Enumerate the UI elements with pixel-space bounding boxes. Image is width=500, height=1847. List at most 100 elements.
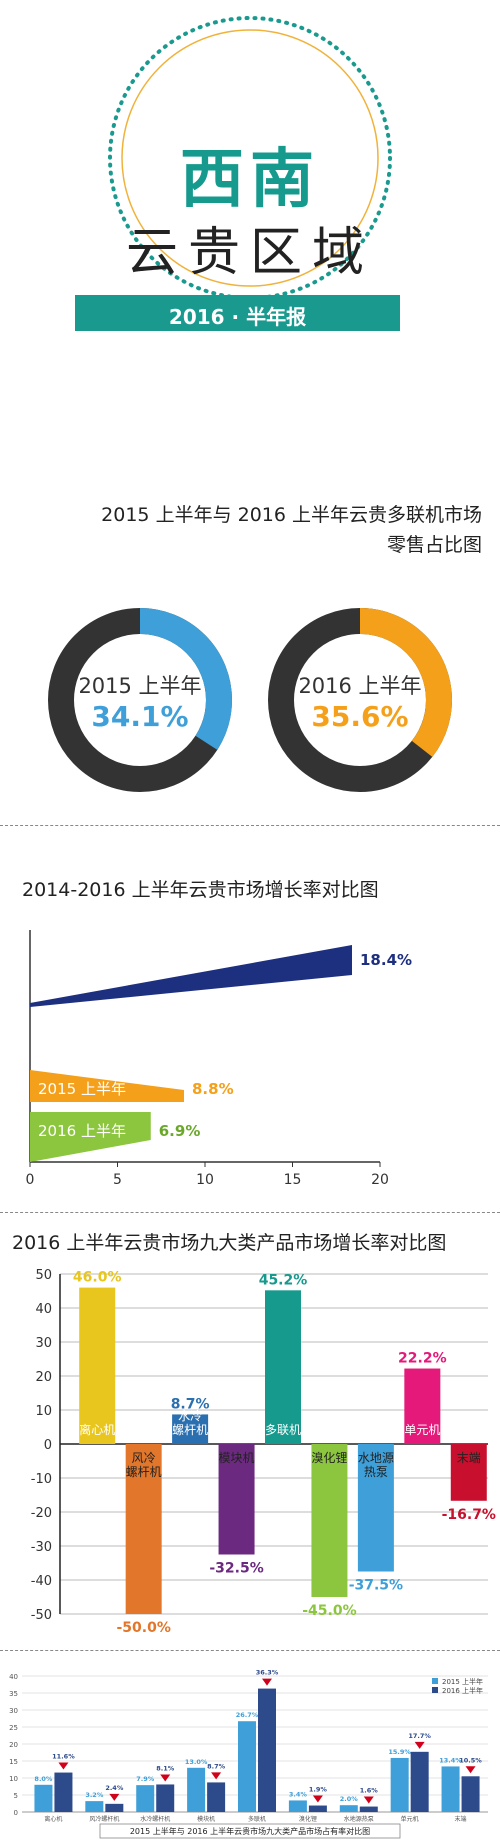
ring1-label: 2015 上半年 34.1% [70,670,210,733]
group-legend-swatch [432,1687,438,1693]
group-bar [308,1805,327,1812]
group-value-label: 2.4% [105,1784,124,1792]
group-value-label: 8.1% [156,1764,175,1772]
group-down-marker [58,1762,69,1770]
ring-1-value-arc [48,608,232,792]
group-category-label: 末端 [455,1815,467,1823]
category-growth-chart: 50403020100-10-20-30-40-50离心机46.0%风冷螺杆机-… [31,1268,496,1636]
hbar-value-label: 18.4% [360,951,412,969]
hbar-x-tick-label: 15 [284,1172,302,1188]
ring-2-value-arc [268,608,452,792]
group-bar [461,1776,480,1812]
hbar-x-tick-label: 20 [371,1172,389,1188]
divider-2 [0,1212,500,1213]
group-bar [441,1766,460,1812]
vbar-bar-8 [404,1368,441,1444]
hbar-x-tick-label: 5 [113,1172,122,1188]
vbar-bar-7 [357,1444,394,1572]
group-value-label: 3.2% [85,1791,104,1799]
group-y-tick-label: 35 [9,1690,18,1698]
group-value-label: 1.6% [360,1787,379,1795]
group-bar [207,1782,226,1812]
growth-hbar-chart: 0 5 10 15 20 2014 上半年 18.4% 2015 上半年 8.8% 2016 上半… [26,930,412,1188]
chart1-title-line2: 零售占比图 [386,534,482,556]
hbar-x-tick-label: 10 [196,1172,214,1188]
ring1-value: 34.1% [91,700,189,733]
group-legend-swatch [432,1678,438,1684]
group-bar [187,1767,206,1812]
vbar-y-tick-label: 30 [35,1336,52,1351]
group-y-tick-label: 30 [9,1707,18,1715]
group-value-label: 13.0% [185,1758,208,1766]
vbar-category-label: 热泵 [364,1465,388,1479]
group-legend-label: 2016 上半年 [442,1686,483,1695]
vbar-category-label: 单元机 [404,1423,440,1437]
group-down-marker [160,1774,171,1782]
cover-band: 2016 · 半年报 [75,295,400,331]
group-value-label: 11.6% [52,1753,75,1761]
hbar-bar-1 [30,945,352,1007]
group-y-tick-label: 25 [9,1724,18,1732]
group-value-label: 7.9% [136,1775,155,1783]
cover-outer-dotted-ring [108,16,392,300]
group-bar [85,1801,104,1812]
group-bar [359,1806,378,1812]
group-y-tick-label: 40 [9,1673,18,1681]
group-value-label: 13.4% [439,1756,462,1764]
group-title-box [99,1823,401,1839]
hbar-category-label: 2016 上半年 [38,1122,126,1140]
divider-3 [0,1650,500,1651]
vbar-bar-5 [265,1290,301,1444]
group-bar [156,1784,175,1812]
group-category-label: 单元机 [401,1815,419,1823]
group-legend-label: 2015 上半年 [442,1677,483,1686]
vbar-bar-4 [218,1444,255,1555]
chart2-title: 2014-2016 上半年云贵市场增长率对比图 [22,879,379,901]
group-category-label: 水冷螺杆机 [140,1815,170,1823]
ring-charts [48,608,452,792]
vbar-value-label: 22.2% [398,1351,447,1367]
hbar-category-label: 2014 上半年 [38,957,126,975]
group-y-tick-label: 10 [9,1775,18,1783]
vbar-category-label: 风冷 [132,1451,156,1465]
group-down-marker [465,1766,476,1774]
group-y-tick-label: 20 [9,1741,18,1749]
group-value-label: 26.7% [236,1711,259,1719]
group-y-tick-label: 15 [9,1758,18,1766]
vbar-category-label: 螺杆机 [172,1423,208,1437]
group-value-label: 15.9% [388,1748,411,1756]
vbar-category-label: 水冷 [178,1409,202,1423]
ring2-year: 2016 上半年 [298,674,422,698]
vbar-value-label: -16.7% [442,1507,496,1523]
vbar-category-label: 螺杆机 [126,1465,162,1479]
group-down-marker [312,1795,323,1803]
group-bar [238,1721,256,1812]
group-down-marker [109,1793,120,1801]
vbar-value-label: 46.0% [73,1270,122,1286]
group-bar [390,1757,409,1812]
group-bar [54,1772,73,1812]
cover-inner-ring [121,29,379,287]
group-bar [288,1800,307,1812]
group-bar [136,1785,155,1812]
vbar-category-label: 末端 [457,1451,481,1465]
ring2-label: 2016 上半年 35.6% [290,670,430,733]
ring-1-dotted-inner [82,642,198,758]
hbar-category-label: 2015 上半年 [38,1080,126,1098]
group-bar [105,1803,124,1812]
group-category-label: 离心机 [44,1815,62,1823]
cover-band-text: 2016 · 半年报 [168,305,307,329]
hbar-value-label: 6.9% [159,1122,201,1140]
vbar-value-label: -32.5% [209,1561,263,1577]
hbar-bar-2 [30,1070,184,1102]
vbar-value-label: -37.5% [349,1578,403,1594]
vbar-y-tick-label: -40 [31,1574,52,1589]
hbar-value-label: 8.8% [192,1080,234,1098]
hbar-x-tick-label: 0 [26,1172,35,1188]
group-down-marker [363,1796,374,1804]
chart1-title-line1: 2015 上半年与 2016 上半年云贵多联机市场 [101,504,482,526]
vbar-y-tick-label: 20 [35,1370,52,1385]
vbar-bar-3 [172,1414,209,1444]
vbar-y-tick-label: -20 [31,1506,52,1521]
vbar-value-label: -50.0% [116,1620,170,1636]
